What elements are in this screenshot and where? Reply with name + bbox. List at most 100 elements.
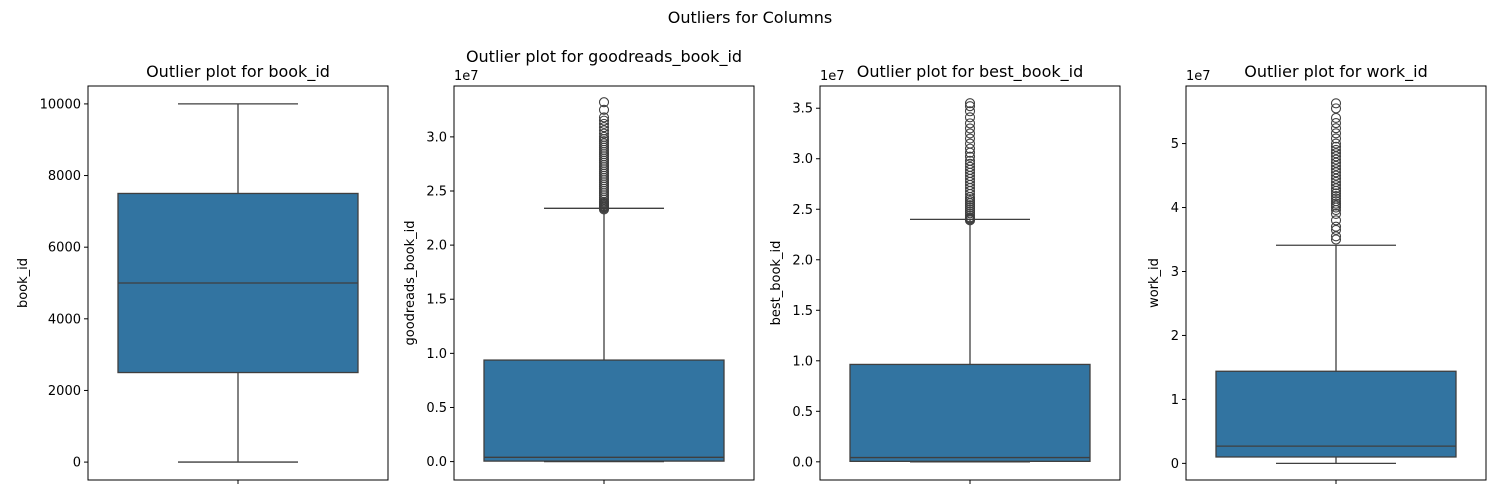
outlier-point <box>1330 144 1342 156</box>
outlier-point <box>964 118 976 129</box>
y-tick-label: 0.0 <box>792 455 813 470</box>
outlier-point <box>1330 180 1342 191</box>
subplot-title: Outlier plot for book_id <box>146 62 330 82</box>
outlier-point <box>964 101 976 112</box>
y-tick-label: 5 <box>1171 137 1179 152</box>
outlier-point <box>1330 151 1342 162</box>
outlier-point <box>964 155 976 166</box>
y-tick-label: 3.5 <box>792 102 813 117</box>
y-axis-label: work_id <box>1147 258 1162 308</box>
outlier-point <box>1330 148 1342 159</box>
outlier-point <box>598 112 610 123</box>
y-tick-label: 0.0 <box>426 455 447 470</box>
subplot-title: Outlier plot for goodreads_book_id <box>466 47 742 67</box>
iqr-box <box>849 363 1091 462</box>
outlier-point <box>1330 170 1342 181</box>
outlier-point <box>598 128 610 139</box>
y-tick-label: 2.0 <box>792 253 813 268</box>
y-tick-label: 4 <box>1171 201 1179 216</box>
outlier-point <box>598 131 610 142</box>
y-tick-label: 0 <box>73 456 81 471</box>
outlier-point <box>598 125 610 136</box>
y-tick-label: 0.5 <box>792 405 813 420</box>
outlier-point <box>964 106 976 117</box>
outlier-point <box>964 158 976 169</box>
y-tick-label: 1.5 <box>792 304 813 319</box>
y-tick-label: 0.5 <box>426 401 447 416</box>
y-tick-label: 4000 <box>48 312 81 327</box>
outlier-point <box>1330 112 1342 124</box>
axis-offset-label: 1e7 <box>454 69 479 84</box>
subplot-1: Outlier plot for book_id book_id 0 2000 4000… <box>16 62 389 484</box>
outlier-point <box>598 104 610 115</box>
subplot-4: Outlier plot for work_id 1e7 work_id 0 1 2 3 4 5 <box>1147 62 1487 484</box>
outlier-point <box>964 98 976 109</box>
outlier-point <box>1330 157 1342 168</box>
outlier-point <box>1330 234 1342 245</box>
subplot-2: Outlier plot for goodreads_book_id 1e7 goo… <box>403 47 755 484</box>
outlier-point <box>1330 196 1342 207</box>
y-tick-label: 2.0 <box>426 239 447 254</box>
outlier-point <box>964 138 976 149</box>
outlier-point <box>598 97 610 108</box>
outlier-point <box>1330 183 1342 194</box>
outlier-point <box>1330 221 1342 232</box>
y-axis-label: book_id <box>16 258 31 308</box>
y-tick-label: 2.5 <box>426 184 447 199</box>
y-tick-label: 10000 <box>40 97 81 112</box>
y-axis-label: goodreads_book_id <box>403 220 418 345</box>
subplot-title: Outlier plot for work_id <box>1244 62 1428 82</box>
outlier-point <box>1330 164 1342 175</box>
y-tick-label: 3.0 <box>426 130 447 145</box>
y-axis-label: best_book_id <box>769 241 784 326</box>
y-tick-label: 3 <box>1171 265 1179 280</box>
y-tick-label: 6000 <box>48 241 81 256</box>
axis-offset-label: 1e7 <box>820 69 845 84</box>
outlier-point <box>598 115 610 126</box>
outlier-point <box>598 118 610 129</box>
outlier-point <box>1330 154 1342 165</box>
outlier-point <box>964 112 976 123</box>
y-tick-label: 1 <box>1171 393 1179 408</box>
axes-frame <box>453 85 755 481</box>
outlier-point <box>1330 141 1342 152</box>
outlier-point <box>1330 98 1342 109</box>
iqr-box <box>1215 370 1457 458</box>
y-tick-label: 2000 <box>48 384 81 399</box>
outlier-point <box>1330 193 1342 204</box>
outlier-point <box>1330 173 1342 184</box>
outlier-point <box>964 133 976 144</box>
outlier-point <box>1330 138 1342 149</box>
outlier-point <box>1330 224 1342 235</box>
outlier-point <box>964 123 976 134</box>
figure-suptitle: Outliers for Columns <box>668 8 832 27</box>
y-tick-label: 1.0 <box>792 354 813 369</box>
subplot-title: Outlier plot for best_book_id <box>857 62 1083 82</box>
outlier-point <box>964 128 976 139</box>
outlier-point <box>1330 103 1342 114</box>
outlier-point <box>1330 188 1342 199</box>
subplot-3: Outlier plot for best_book_id 1e7 best_boo… <box>769 62 1121 484</box>
outlier-point <box>964 161 976 172</box>
y-tick-label: 8000 <box>48 169 81 184</box>
y-tick-label: 1.5 <box>426 293 447 308</box>
outlier-point <box>1330 118 1342 129</box>
y-tick-label: 1.0 <box>426 347 447 362</box>
outlier-point <box>1330 128 1342 139</box>
outlier-point <box>1330 167 1342 178</box>
outlier-point <box>964 151 976 162</box>
iqr-box <box>483 359 725 462</box>
outlier-point <box>1330 190 1342 202</box>
outlier-point <box>1330 198 1342 209</box>
y-tick-label: 0 <box>1171 457 1179 472</box>
outlier-point <box>1330 231 1342 242</box>
axes-frame <box>1185 85 1487 481</box>
outlier-point <box>1330 133 1342 144</box>
y-tick-label: 2 <box>1171 329 1179 344</box>
axes-frame <box>819 85 1121 481</box>
outlier-point <box>964 143 976 154</box>
outlier-point <box>598 122 610 133</box>
axis-offset-label: 1e7 <box>1186 69 1211 84</box>
outlier-point <box>1330 160 1342 172</box>
